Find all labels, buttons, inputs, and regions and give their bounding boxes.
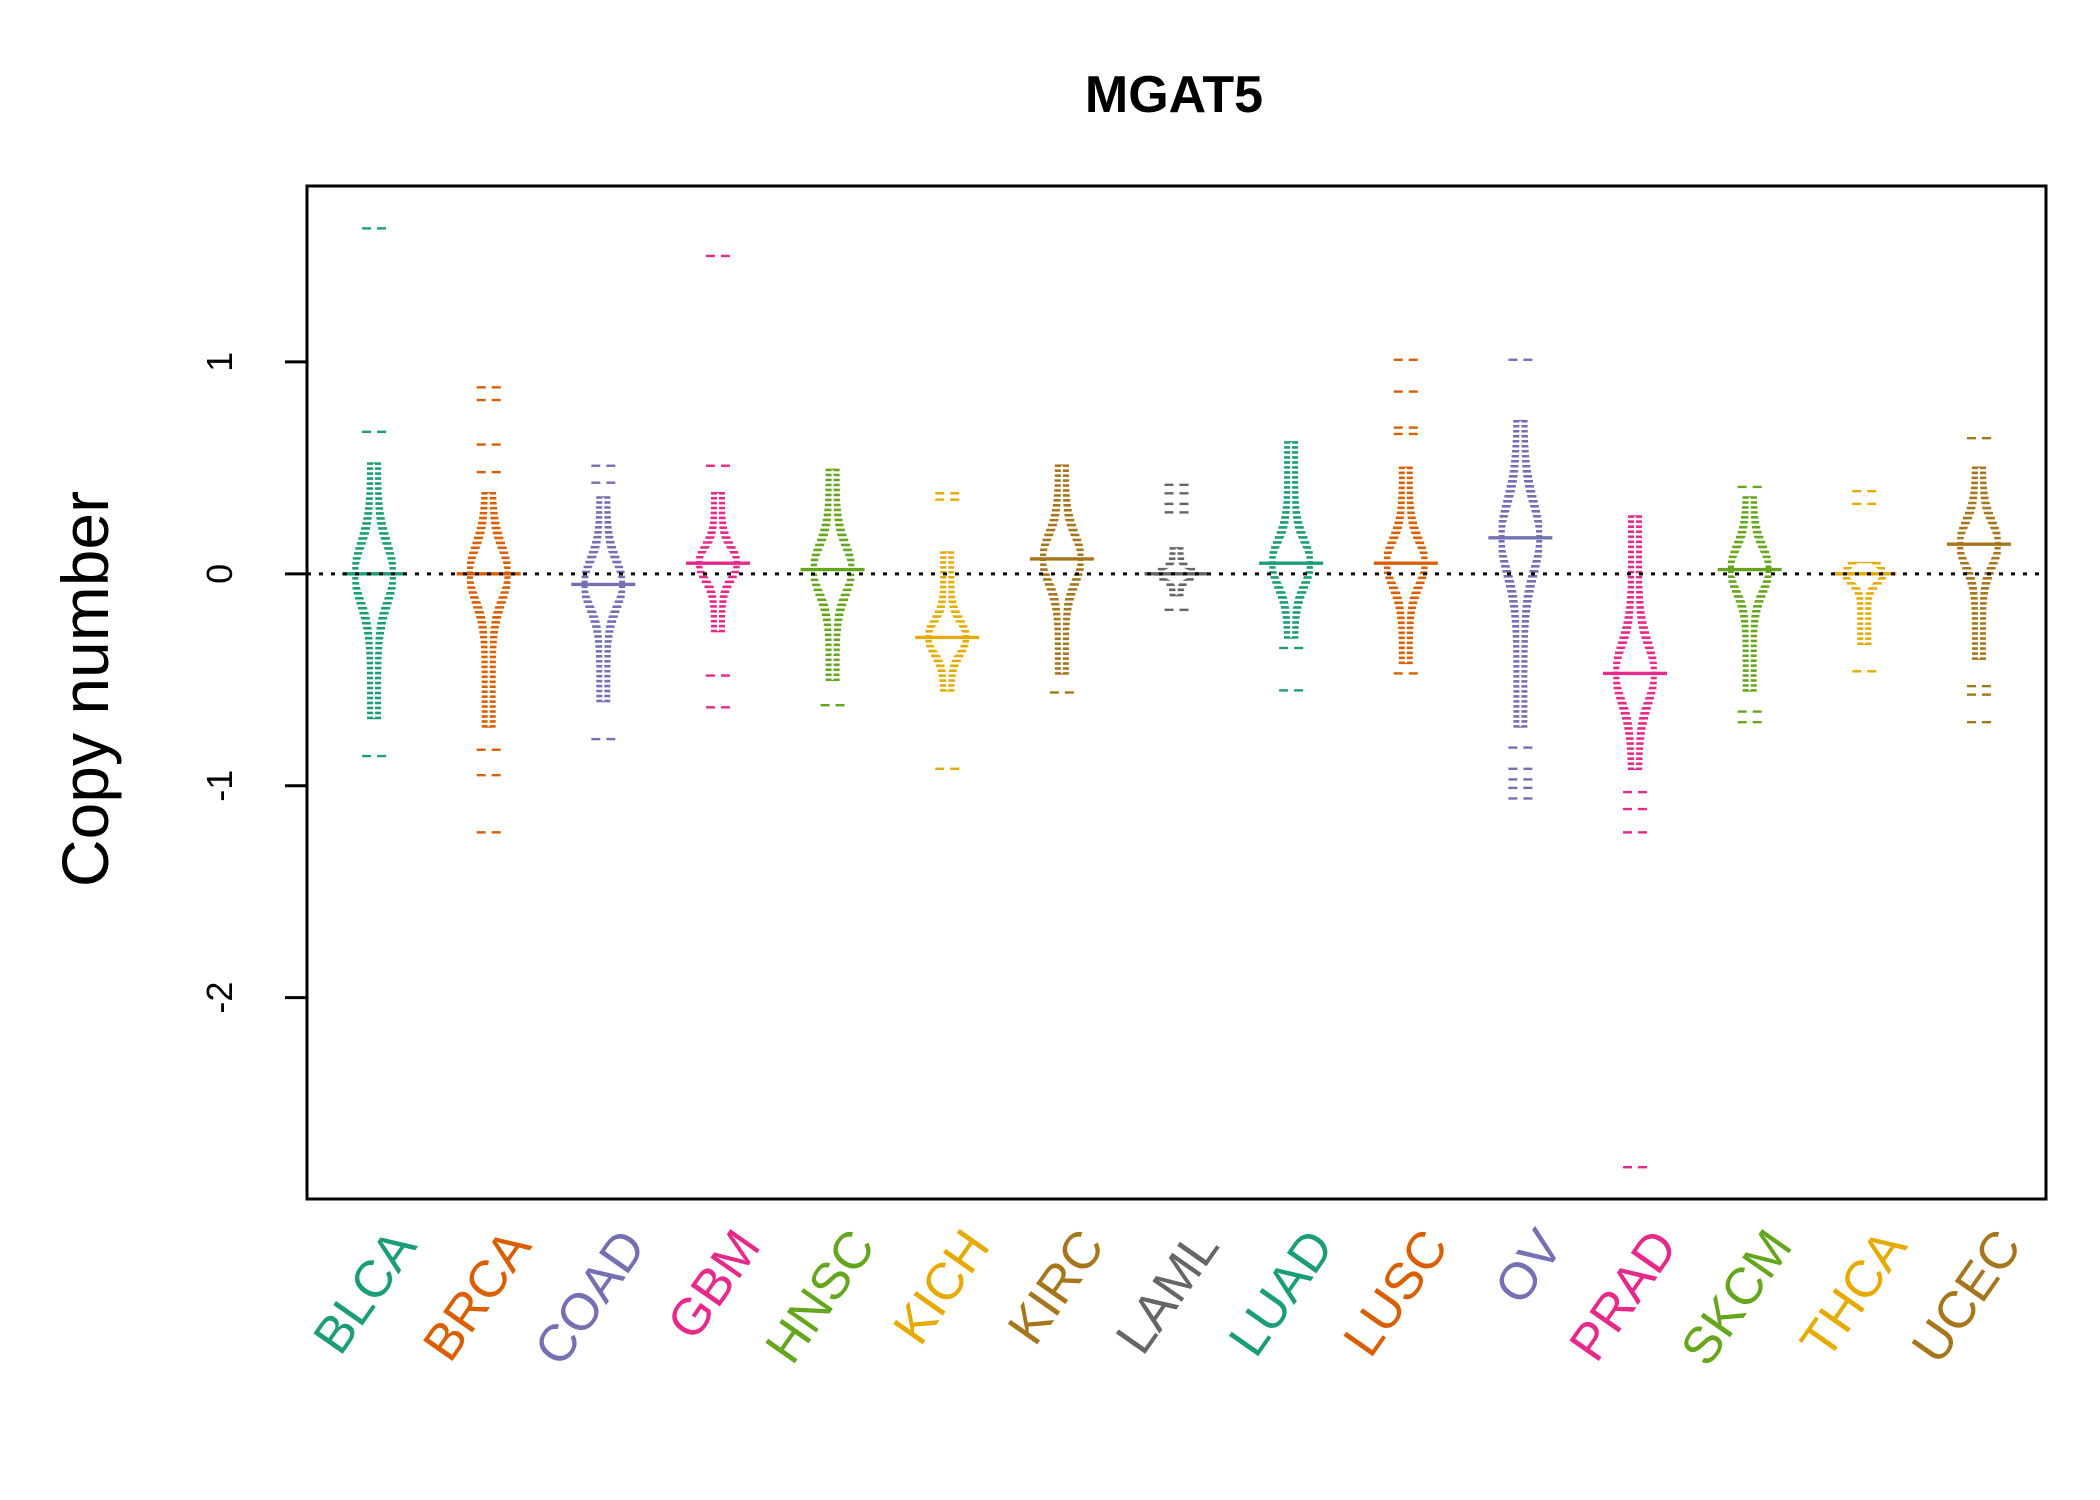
beans-group — [342, 227, 2011, 1169]
x-category-label: UCEC — [1901, 1220, 2033, 1374]
x-category-label: LUAD — [1218, 1220, 1345, 1367]
bean-laml — [1144, 483, 1209, 612]
chart-title: MGAT5 — [1085, 66, 1263, 124]
y-axis: 1 0 -1 -2 — [199, 352, 307, 1014]
bean-kich — [915, 492, 980, 770]
bean-blca — [342, 227, 407, 758]
y-tick-label: 0 — [199, 564, 240, 584]
x-category-label: THCA — [1790, 1219, 1919, 1368]
bean-hollow — [1389, 467, 1422, 663]
x-category-label: GBM — [656, 1220, 771, 1350]
bean-prad — [1603, 515, 1668, 1169]
x-category-label: KIRC — [997, 1220, 1116, 1355]
bean-coad — [571, 464, 636, 741]
bean-thca — [1832, 489, 1897, 673]
bean-hollow — [1160, 548, 1193, 596]
bean-hollow — [1045, 465, 1078, 674]
bean-luad — [1259, 441, 1324, 692]
bean-hollow — [1962, 467, 1995, 659]
bean-hollow — [1275, 442, 1308, 638]
bean-brca — [456, 386, 521, 834]
x-category-label: BLCA — [303, 1219, 429, 1364]
bean-hollow — [931, 552, 964, 691]
y-tick-label: 1 — [199, 352, 240, 372]
x-category-label: LUSC — [1333, 1220, 1460, 1367]
bean-kirc — [1029, 464, 1094, 694]
y-axis-label: Copy number — [48, 491, 122, 887]
x-category-label: KICH — [882, 1220, 1001, 1355]
bean-hollow — [1619, 516, 1652, 769]
x-category-label: LAML — [1105, 1220, 1230, 1365]
bean-hnsc — [800, 468, 865, 707]
bean-hollow — [1733, 497, 1766, 691]
y-tick-label: -1 — [199, 770, 240, 802]
bean-hollow — [816, 469, 849, 680]
x-category-label: BRCA — [412, 1219, 543, 1371]
bean-ov — [1488, 358, 1553, 800]
x-category-label: COAD — [524, 1220, 658, 1376]
bean-hollow — [1848, 563, 1881, 644]
bean-hollow — [472, 493, 505, 727]
bean-hollow — [587, 497, 620, 701]
bean-lusc — [1373, 358, 1438, 675]
bean-ucec — [1946, 436, 2011, 724]
bean-skcm — [1717, 485, 1782, 724]
x-category-label: PRAD — [1559, 1220, 1689, 1372]
x-category-label: SKCM — [1670, 1220, 1804, 1376]
x-category-label: HNSC — [755, 1220, 887, 1374]
bean-gbm — [685, 254, 750, 709]
y-tick-label: -2 — [199, 982, 240, 1014]
plot-frame — [305, 184, 2048, 1201]
x-category-label: OV — [1484, 1219, 1575, 1314]
bean-hollow — [358, 463, 391, 718]
